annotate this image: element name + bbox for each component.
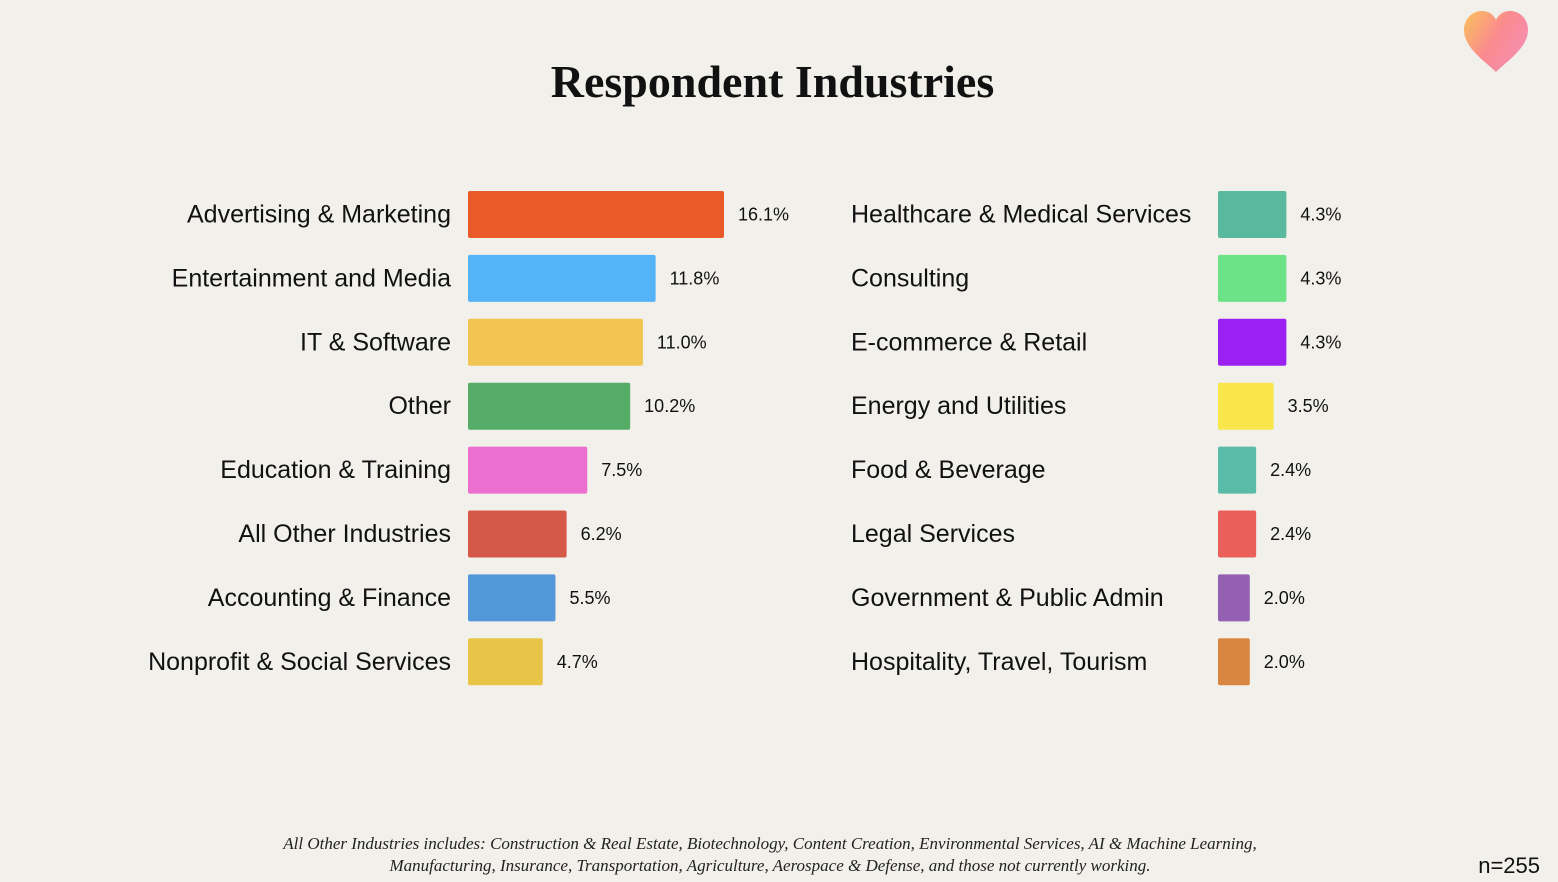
value-label-it-and-software: 11.0%: [657, 332, 707, 352]
bar-e-commerce-and-retail: [1218, 318, 1287, 366]
bar-food-and-beverage: [1218, 446, 1257, 494]
bar-advertising-and-marketing: [468, 191, 724, 238]
category-label-energy-and-utilities: Energy and Utilities: [851, 392, 1066, 420]
value-label-energy-and-utilities: 3.5%: [1288, 396, 1329, 416]
category-label-legal-services: Legal Services: [851, 520, 1015, 548]
value-label-all-other-industries: 6.2%: [581, 524, 622, 544]
value-label-e-commerce-and-retail: 4.3%: [1300, 332, 1341, 352]
category-label-advertising-and-marketing: Advertising & Marketing: [187, 201, 451, 229]
value-label-nonprofit-and-social-services: 4.7%: [557, 652, 598, 672]
value-label-education-and-training: 7.5%: [601, 460, 642, 480]
category-label-education-and-training: Education & Training: [220, 456, 451, 484]
footnote-line-1: All Other Industries includes: Construct…: [283, 834, 1257, 853]
footnote: All Other Industries includes: Construct…: [170, 833, 1370, 877]
value-label-entertainment-and-media: 11.8%: [670, 268, 720, 288]
bar-other: [468, 382, 631, 430]
bar-nonprofit-and-social-services: [468, 638, 543, 686]
category-label-it-and-software: IT & Software: [300, 328, 451, 356]
bar-education-and-training: [468, 446, 588, 494]
category-label-other: Other: [388, 392, 451, 420]
bar-energy-and-utilities: [1218, 382, 1274, 430]
bar-it-and-software: [468, 318, 643, 366]
value-label-other: 10.2%: [644, 396, 695, 416]
value-label-consulting: 4.3%: [1300, 268, 1341, 288]
bar-accounting-and-finance: [468, 574, 556, 622]
bar-entertainment-and-media: [468, 254, 656, 302]
bar-consulting: [1218, 254, 1287, 302]
bar-government-and-public-admin: [1218, 574, 1250, 622]
value-label-hospitality-travel-tourism: 2.0%: [1264, 652, 1305, 672]
value-label-advertising-and-marketing: 16.1%: [738, 205, 789, 225]
chart-title: Respondent Industries: [550, 56, 995, 107]
heart-icon: [1464, 11, 1528, 72]
bar-all-other-industries: [468, 510, 567, 558]
value-label-accounting-and-finance: 5.5%: [569, 588, 610, 608]
category-label-government-and-public-admin: Government & Public Admin: [851, 584, 1164, 612]
bar-healthcare-and-medical-services: [1218, 191, 1287, 238]
category-label-nonprofit-and-social-services: Nonprofit & Social Services: [148, 648, 451, 676]
bar-legal-services: [1218, 510, 1257, 558]
category-label-hospitality-travel-tourism: Hospitality, Travel, Tourism: [851, 648, 1147, 676]
value-label-food-and-beverage: 2.4%: [1270, 460, 1311, 480]
category-label-healthcare-and-medical-services: Healthcare & Medical Services: [851, 201, 1191, 229]
bar-hospitality-travel-tourism: [1218, 638, 1250, 686]
value-label-government-and-public-admin: 2.0%: [1264, 588, 1305, 608]
category-label-accounting-and-finance: Accounting & Finance: [208, 584, 451, 612]
category-label-e-commerce-and-retail: E-commerce & Retail: [851, 328, 1087, 356]
value-label-legal-services: 2.4%: [1270, 524, 1311, 544]
footnote-line-2: Manufacturing, Insurance, Transportation…: [389, 856, 1151, 875]
category-label-entertainment-and-media: Entertainment and Media: [172, 264, 451, 292]
sample-size: n=255: [1478, 853, 1540, 878]
category-label-consulting: Consulting: [851, 264, 969, 292]
category-label-food-and-beverage: Food & Beverage: [851, 456, 1046, 484]
category-label-all-other-industries: All Other Industries: [238, 520, 451, 548]
value-label-healthcare-and-medical-services: 4.3%: [1300, 205, 1341, 225]
